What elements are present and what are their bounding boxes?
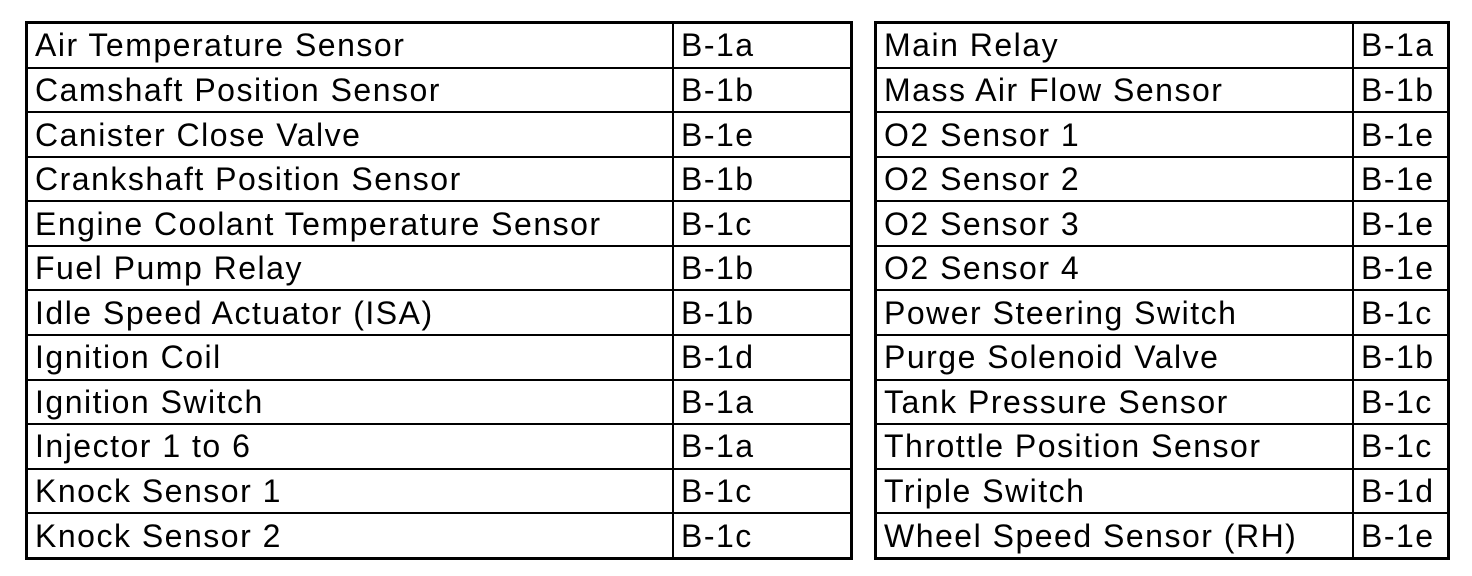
component-connector-table-left: Air Temperature Sensor B-1a Camshaft Posit… [25,21,853,560]
connector-code-cell: B-1b [672,66,853,114]
component-name-cell: O2 Sensor 2 [874,155,1354,203]
table-body: Main Relay B-1a Mass Air Flow Sensor B-1b O2… [874,21,1450,560]
table-row: O2 Sensor 4 B-1e [874,244,1450,292]
table-row: O2 Sensor 3 B-1e [874,200,1450,247]
table-row: Idle Speed Actuator (ISA) B-1b [25,289,853,336]
component-name-cell: Idle Speed Actuator (ISA) [25,289,674,336]
connector-code-cell: B-1a [672,423,853,470]
table-row: Camshaft Position Sensor B-1b [25,66,853,114]
component-name-cell: Fuel Pump Relay [25,244,674,292]
table-row: Triple Switch B-1d [874,467,1450,515]
connector-code-cell: B-1c [1352,423,1450,470]
connector-code-cell: B-1b [672,155,853,203]
table-row: Engine Coolant Temperature Sensor B-1c [25,200,853,247]
component-name-cell: O2 Sensor 1 [874,111,1354,158]
connector-code-cell: B-1b [672,244,853,292]
connector-code-cell: B-1c [1352,378,1450,426]
component-name-cell: Power Steering Switch [874,289,1354,336]
table-row: Purge Solenoid Valve B-1b [874,333,1450,381]
connector-code-cell: B-1a [1352,21,1450,69]
component-name-cell: Canister Close Valve [25,111,674,158]
component-name-cell: O2 Sensor 3 [874,200,1354,247]
table-row: Canister Close Valve B-1e [25,111,853,158]
connector-code-cell: B-1c [1352,289,1450,336]
component-name-cell: Triple Switch [874,467,1354,515]
table-row: Air Temperature Sensor B-1a [25,21,853,69]
table-row: O2 Sensor 2 B-1e [874,155,1450,203]
component-name-cell: Crankshaft Position Sensor [25,155,674,203]
table-row: O2 Sensor 1 B-1e [874,111,1450,158]
connector-code-cell: B-1b [672,289,853,336]
component-name-cell: Throttle Position Sensor [874,423,1354,470]
connector-code-cell: B-1a [672,378,853,426]
table-row: Tank Pressure Sensor B-1c [874,378,1450,426]
table-row: Throttle Position Sensor B-1c [874,423,1450,470]
table-row: Mass Air Flow Sensor B-1b [874,66,1450,114]
connector-code-cell: B-1c [672,467,853,515]
table-row: Crankshaft Position Sensor B-1b [25,155,853,203]
table-body: Air Temperature Sensor B-1a Camshaft Posit… [25,21,853,560]
component-name-cell: O2 Sensor 4 [874,244,1354,292]
component-name-cell: Mass Air Flow Sensor [874,66,1354,114]
table-row: Wheel Speed Sensor (RH) B-1e [874,512,1450,560]
table-row: Power Steering Switch B-1c [874,289,1450,336]
connector-code-cell: B-1e [1352,512,1450,560]
component-name-cell: Camshaft Position Sensor [25,66,674,114]
connector-code-cell: B-1b [1352,66,1450,114]
connector-code-cell: B-1d [672,333,853,381]
component-name-cell: Knock Sensor 2 [25,512,674,560]
component-name-cell: Purge Solenoid Valve [874,333,1354,381]
connector-code-cell: B-1c [672,512,853,560]
component-name-cell: Knock Sensor 1 [25,467,674,515]
component-name-cell: Tank Pressure Sensor [874,378,1354,426]
connector-code-cell: B-1a [672,21,853,69]
component-name-cell: Injector 1 to 6 [25,423,674,470]
component-name-cell: Wheel Speed Sensor (RH) [874,512,1354,560]
component-connector-table-right: Main Relay B-1a Mass Air Flow Sensor B-1b O2… [874,21,1450,560]
connector-code-cell: B-1e [1352,200,1450,247]
connector-code-cell: B-1e [1352,244,1450,292]
table-row: Main Relay B-1a [874,21,1450,69]
component-name-cell: Air Temperature Sensor [25,21,674,69]
connector-code-cell: B-1e [1352,111,1450,158]
connector-code-cell: B-1c [672,200,853,247]
component-name-cell: Ignition Switch [25,378,674,426]
connector-code-cell: B-1d [1352,467,1450,515]
component-name-cell: Main Relay [874,21,1354,69]
table-row: Ignition Switch B-1a [25,378,853,426]
table-row: Knock Sensor 1 B-1c [25,467,853,515]
component-name-cell: Engine Coolant Temperature Sensor [25,200,674,247]
table-row: Knock Sensor 2 B-1c [25,512,853,560]
table-row: Injector 1 to 6 B-1a [25,423,853,470]
connector-code-cell: B-1e [1352,155,1450,203]
component-name-cell: Ignition Coil [25,333,674,381]
table-row: Fuel Pump Relay B-1b [25,244,853,292]
connector-code-cell: B-1b [1352,333,1450,381]
table-row: Ignition Coil B-1d [25,333,853,381]
connector-code-cell: B-1e [672,111,853,158]
